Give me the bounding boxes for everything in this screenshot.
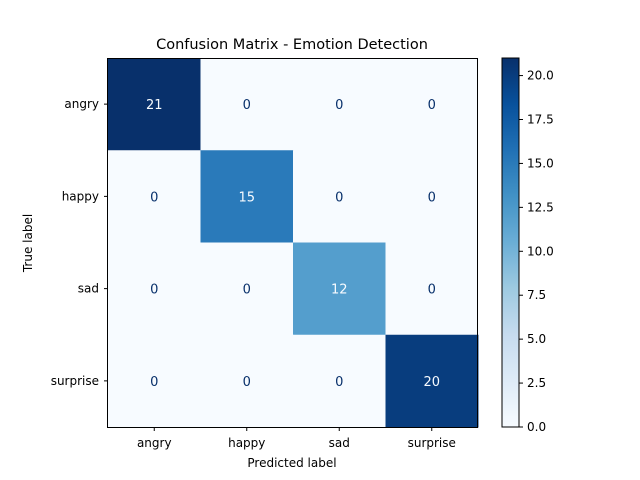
x-tick-label: angry: [137, 436, 172, 450]
heatmap-cell: [108, 150, 201, 243]
heatmap-cell: [385, 150, 479, 243]
heatmap-cell: [293, 58, 386, 151]
heatmap-cell: [293, 242, 386, 336]
x-tick-label: happy: [228, 436, 265, 450]
heatmap-cell: [200, 150, 294, 243]
heatmap-cell: [385, 334, 479, 428]
x-axis-ticks: angry happy sad surprise: [137, 427, 456, 450]
heatmap-cell: [293, 150, 386, 243]
y-axis-label: True label: [21, 214, 35, 273]
heatmap-cell: [200, 58, 294, 151]
x-tick-label: surprise: [408, 436, 456, 450]
cell-value-label: 0: [335, 375, 343, 390]
cell-value-label: 0: [428, 98, 436, 113]
y-axis-ticks: angry happy sad surprise: [51, 97, 108, 388]
cell-value-label: 12: [331, 283, 348, 298]
heatmap-cell: [108, 58, 201, 151]
colorbar-tick-label: 10.0: [527, 244, 554, 258]
heatmap-cells: [108, 58, 479, 428]
cell-value-label: 15: [238, 190, 255, 205]
cell-value-label: 0: [335, 98, 343, 113]
cell-value-label: 0: [243, 98, 251, 113]
heatmap-cell: [293, 334, 386, 428]
colorbar-tick-label: 12.5: [527, 200, 554, 214]
colorbar-tick-label: 20.0: [527, 69, 554, 83]
cell-value-label: 0: [243, 375, 251, 390]
x-tick-label: sad: [329, 436, 350, 450]
plot-frame: [107, 58, 478, 428]
heatmap-cell: [385, 58, 479, 151]
cell-value-label: 0: [428, 283, 436, 298]
heatmap-cell: [108, 334, 201, 428]
heatmap-cell: [200, 242, 294, 336]
colorbar-tick-label: 2.5: [527, 376, 546, 390]
y-tick-label: sad: [78, 282, 99, 296]
colorbar-tick-label: 5.0: [527, 332, 546, 346]
heatmap-cell: [200, 334, 294, 428]
colorbar-tick-label: 7.5: [527, 288, 546, 302]
colorbar: [501, 57, 520, 428]
y-tick-label: angry: [64, 97, 99, 111]
cell-value-label: 0: [335, 190, 343, 205]
heatmap-cell: [385, 242, 479, 336]
cell-value-label: 21: [146, 98, 163, 113]
cell-value-label: 0: [150, 375, 158, 390]
colorbar-ticks: 0.0 2.5 5.0 7.5 10.0 12.5 15.0 17.5 20.0: [519, 69, 554, 434]
heatmap-cell: [108, 242, 201, 336]
x-axis-label: Predicted label: [247, 456, 336, 470]
cell-value-label: 0: [150, 190, 158, 205]
cell-value-label: 20: [423, 375, 440, 390]
cell-value-label: 0: [150, 283, 158, 298]
chart-title: Confusion Matrix - Emotion Detection: [156, 37, 428, 53]
colorbar-tick-label: 17.5: [527, 113, 554, 127]
y-tick-label: surprise: [51, 374, 99, 388]
y-tick-label: happy: [62, 189, 99, 203]
cell-value-labels: 21 0 0 0 0 15 0 0 0 0 12 0 0 0 0 20: [146, 98, 440, 390]
cell-value-label: 0: [428, 190, 436, 205]
colorbar-tick-label: 0.0: [527, 420, 546, 434]
cell-value-label: 0: [243, 283, 251, 298]
colorbar-tick-label: 15.0: [527, 156, 554, 170]
